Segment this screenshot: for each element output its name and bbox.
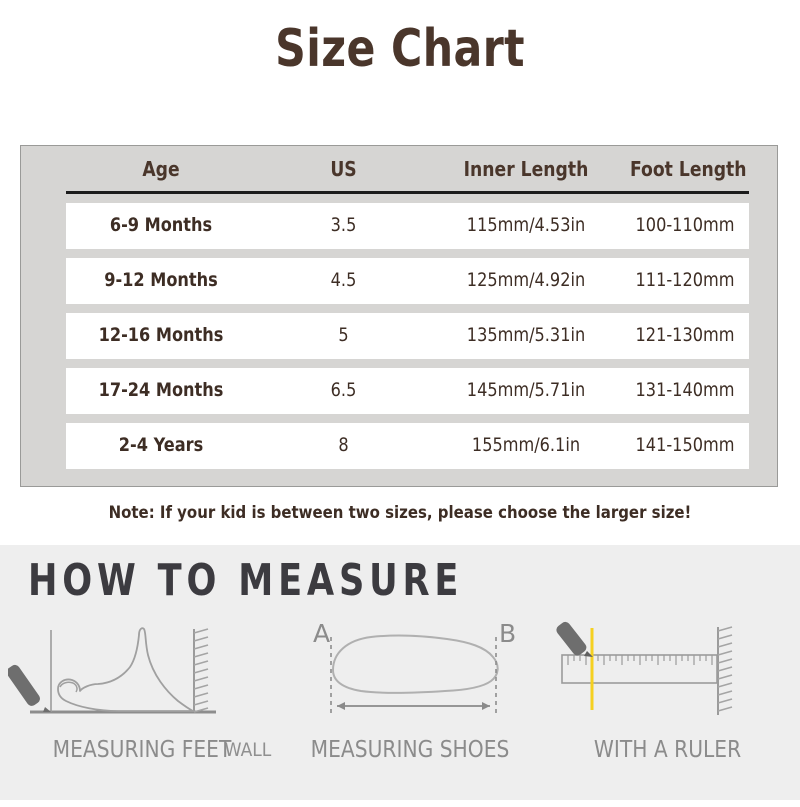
measuring-shoes-diagram: A B	[285, 615, 535, 730]
table-row: 2-4 Years 8 155mm/6.1in 141-150mm	[66, 423, 749, 469]
cell-age: 6-9 Months	[109, 214, 213, 236]
measuring-feet-illustration	[6, 627, 216, 714]
table-row: 12-16 Months 5 135mm/5.31in 121-130mm	[66, 313, 749, 359]
cell-us: 6.5	[330, 379, 357, 401]
cell-inner-length: 125mm/4.92in	[466, 269, 586, 291]
cell-age: 9-12 Months	[104, 269, 218, 291]
cell-foot-length: 121-130mm	[635, 324, 735, 346]
cell-foot-length: 141-150mm	[635, 434, 735, 456]
size-chart-table: Age US Inner Length Foot Length 6-9 Mont…	[20, 145, 778, 487]
cell-foot-length: 111-120mm	[635, 269, 735, 291]
pencil-icon	[556, 621, 593, 657]
pencil-icon	[6, 664, 51, 712]
measuring-shoes-illustration	[330, 634, 499, 715]
cell-foot-length: 100-110mm	[635, 214, 735, 236]
column-header-inner-length: Inner Length	[463, 157, 589, 181]
table-row: 6-9 Months 3.5 115mm/4.53in 100-110mm	[66, 203, 749, 249]
cell-age: 17-24 Months	[98, 379, 224, 401]
cell-foot-length: 131-140mm	[635, 379, 735, 401]
size-chart-section: Size Chart Age US Inner Length Foot Leng…	[20, 19, 778, 523]
caption-measuring-feet: MEASURING FEET	[52, 737, 232, 763]
cell-us: 5	[338, 324, 349, 346]
how-to-measure-title: HOW TO MEASURE	[28, 555, 464, 606]
cell-inner-length: 155mm/6.1in	[471, 434, 581, 456]
caption-with-a-ruler: WITH A RULER	[593, 737, 742, 763]
how-to-measure-section: HOW TO MEASURE	[0, 545, 800, 800]
measuring-feet-diagram: WALL	[6, 615, 276, 761]
cell-us: 8	[338, 434, 349, 456]
point-a-label: A	[313, 619, 331, 648]
wall-label: WALL	[224, 739, 272, 761]
with-a-ruler-illustration	[556, 621, 733, 715]
page-title: Size Chart	[275, 19, 525, 79]
table-row: 9-12 Months 4.5 125mm/4.92in 111-120mm	[66, 258, 749, 304]
with-a-ruler-diagram: WALL	[540, 615, 795, 730]
cell-us: 4.5	[330, 269, 357, 291]
column-header-age: Age	[142, 157, 180, 181]
caption-measuring-shoes: MEASURING SHOES	[310, 737, 510, 763]
cell-inner-length: 115mm/4.53in	[466, 214, 586, 236]
cell-us: 3.5	[330, 214, 357, 236]
point-b-label: B	[499, 619, 517, 648]
cell-age: 2-4 Years	[118, 434, 204, 456]
size-note: Note: If your kid is between two sizes, …	[108, 503, 692, 523]
cell-age: 12-16 Months	[98, 324, 224, 346]
table-row: 17-24 Months 6.5 145mm/5.71in 131-140mm	[66, 368, 749, 414]
column-header-foot-length: Foot Length	[629, 157, 747, 181]
column-header-us: US	[330, 157, 357, 181]
cell-inner-length: 135mm/5.31in	[466, 324, 586, 346]
table-header-row: Age US Inner Length Foot Length	[66, 153, 749, 194]
cell-inner-length: 145mm/5.71in	[466, 379, 586, 401]
